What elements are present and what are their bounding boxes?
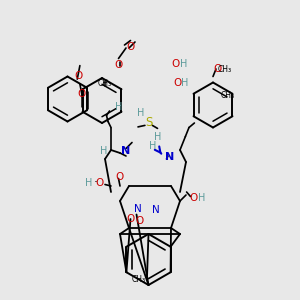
Text: O: O [213,64,222,74]
Text: O: O [126,41,135,52]
Text: S: S [145,116,152,130]
Text: O: O [114,59,123,70]
Text: H: H [180,58,187,69]
Text: CH₃: CH₃ [221,92,235,100]
Text: H: H [100,146,107,156]
Text: O: O [77,89,85,100]
Text: O: O [135,215,144,226]
Text: H: H [85,178,92,188]
Text: H: H [154,131,161,142]
Text: N: N [134,203,142,214]
Text: O: O [173,77,181,88]
Text: N: N [165,152,174,163]
Text: CH₃: CH₃ [98,80,112,88]
Text: H: H [149,141,157,152]
Text: H: H [182,77,189,88]
Text: O: O [95,178,104,188]
Text: H: H [198,193,205,203]
Text: ·: · [93,176,98,190]
Text: O: O [126,214,135,224]
Text: N: N [122,146,130,157]
Text: CH₃: CH₃ [131,274,146,284]
Text: H: H [115,102,122,112]
Text: H: H [137,107,145,118]
Text: N: N [152,205,160,215]
Text: CH₃: CH₃ [218,64,232,74]
Text: O: O [75,71,83,81]
Text: O: O [189,193,198,203]
Text: O: O [171,58,180,69]
Text: O: O [116,172,124,182]
